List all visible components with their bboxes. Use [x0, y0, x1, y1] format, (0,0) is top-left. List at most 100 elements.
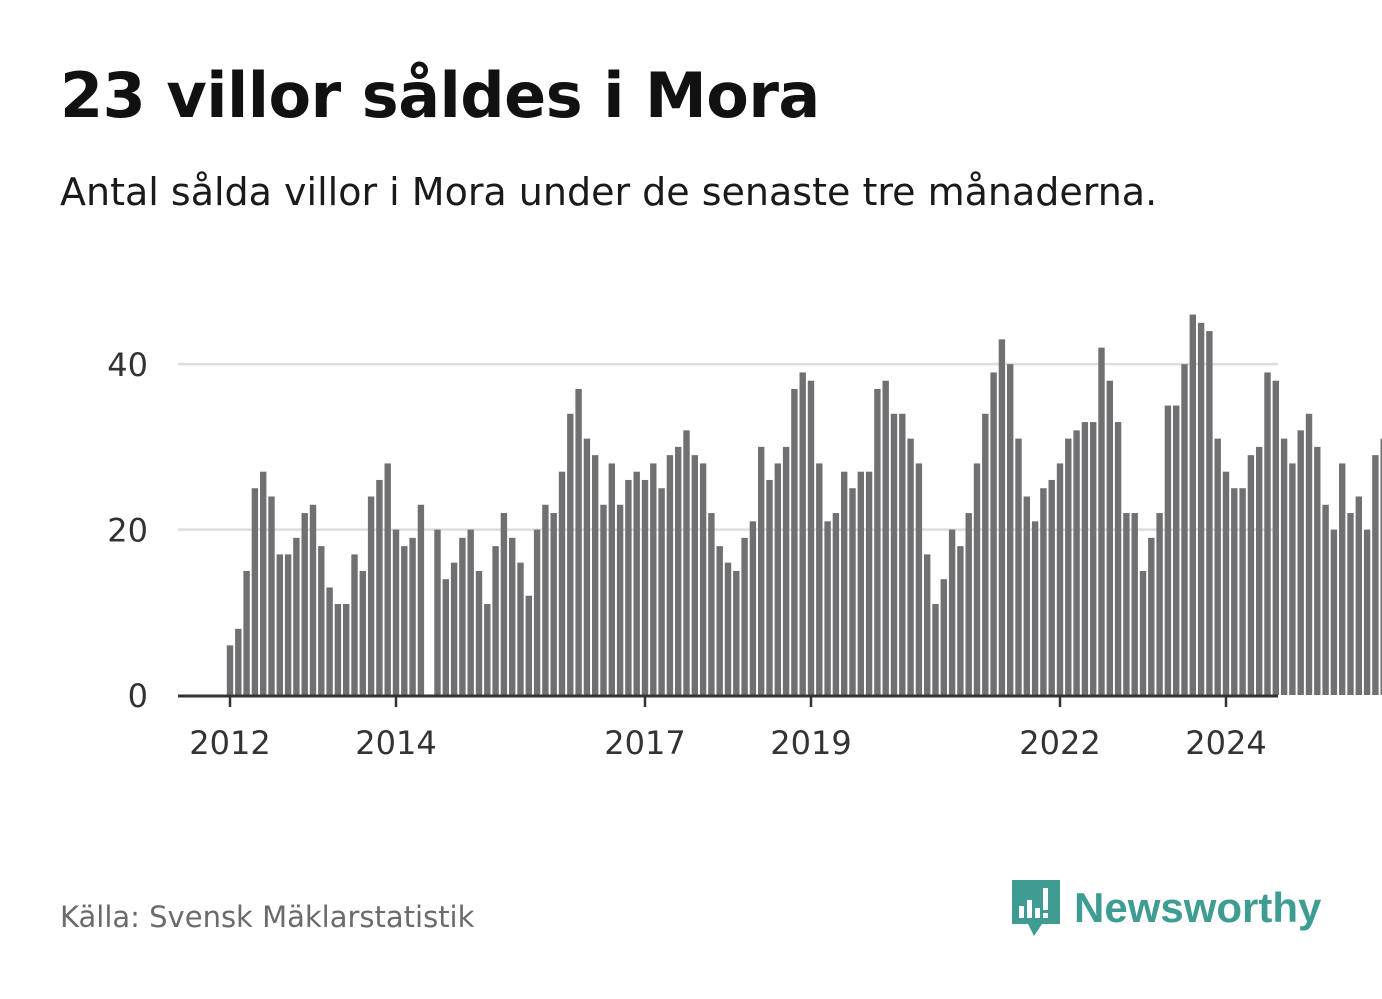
bar	[1156, 513, 1163, 695]
bar	[401, 546, 408, 695]
bar	[633, 471, 640, 695]
bar	[1173, 405, 1180, 695]
bar	[351, 554, 358, 695]
axes	[178, 694, 1278, 707]
bar	[284, 554, 292, 695]
bar	[683, 430, 690, 695]
bar	[550, 513, 557, 695]
bar	[583, 438, 591, 695]
bar	[1081, 422, 1089, 695]
bar	[467, 529, 474, 695]
bar	[243, 570, 250, 695]
bar	[940, 579, 947, 695]
bar	[758, 446, 765, 695]
bar	[359, 570, 366, 695]
newsworthy-logo[interactable]: Newsworthy	[1010, 878, 1321, 938]
bar	[1148, 537, 1155, 695]
bar	[558, 471, 566, 695]
bar	[1181, 364, 1188, 695]
bar	[1339, 463, 1346, 695]
bar	[799, 372, 806, 695]
bar	[1114, 422, 1122, 695]
bar	[309, 504, 317, 695]
bar	[1347, 513, 1354, 695]
bar	[641, 479, 649, 695]
bar	[1065, 438, 1072, 695]
bar	[741, 537, 748, 695]
bar	[575, 388, 582, 695]
bar	[658, 488, 665, 695]
bar	[932, 604, 939, 695]
bar	[1256, 446, 1263, 695]
bar	[865, 471, 873, 695]
x-tick-label: 2022	[1019, 724, 1100, 762]
bar	[608, 463, 615, 695]
bar	[442, 579, 449, 695]
bar	[475, 570, 483, 695]
bar	[675, 446, 682, 695]
newsworthy-bar-icon	[1012, 880, 1060, 936]
bar	[1239, 488, 1246, 695]
bar	[691, 455, 698, 695]
bar	[1073, 430, 1080, 695]
bar	[807, 380, 815, 695]
bar	[235, 628, 242, 695]
bar	[1007, 364, 1014, 695]
bar	[326, 587, 333, 695]
bar	[948, 529, 956, 695]
bar	[907, 438, 914, 695]
x-tick-label: 2019	[770, 724, 851, 762]
bar	[1056, 463, 1064, 695]
bar	[367, 496, 375, 695]
bar	[774, 463, 781, 695]
bar	[592, 455, 599, 695]
bar	[1363, 529, 1371, 695]
bar	[1297, 430, 1304, 695]
bar	[251, 488, 259, 695]
bar	[1090, 422, 1097, 695]
bar	[1305, 413, 1313, 695]
brand-name: Newsworthy	[1074, 884, 1322, 931]
bar	[434, 529, 441, 695]
bar	[816, 463, 823, 695]
bar	[1272, 380, 1279, 695]
bar	[542, 504, 549, 695]
bar	[417, 504, 425, 695]
bar	[318, 546, 325, 695]
bar	[1206, 331, 1213, 695]
bar	[899, 413, 906, 695]
x-tick-label: 2012	[189, 724, 270, 762]
bar	[409, 537, 416, 695]
bar	[982, 413, 989, 695]
bar	[841, 471, 848, 695]
bar	[791, 388, 798, 695]
bar	[260, 471, 267, 695]
bar	[666, 455, 674, 695]
bar	[1106, 380, 1113, 695]
bar	[509, 537, 516, 695]
bar	[384, 463, 391, 695]
bar	[293, 537, 300, 695]
bar	[567, 413, 574, 695]
bar	[517, 562, 524, 695]
bar	[1131, 513, 1138, 695]
bar	[965, 513, 972, 695]
bars	[226, 314, 1382, 695]
bar	[990, 372, 997, 695]
bar	[625, 479, 632, 695]
bar	[1289, 463, 1296, 695]
bar	[716, 546, 723, 695]
bar	[998, 339, 1006, 695]
y-tick-label: 0	[128, 677, 148, 715]
bar	[1098, 347, 1105, 695]
bar	[890, 413, 898, 695]
bar	[766, 479, 773, 695]
bar	[1023, 496, 1030, 695]
bar	[1280, 438, 1288, 695]
bar	[1040, 488, 1047, 695]
bar	[484, 604, 491, 695]
bar	[1214, 438, 1221, 695]
bar	[857, 471, 864, 695]
bar	[1372, 455, 1379, 695]
bar	[343, 604, 350, 695]
